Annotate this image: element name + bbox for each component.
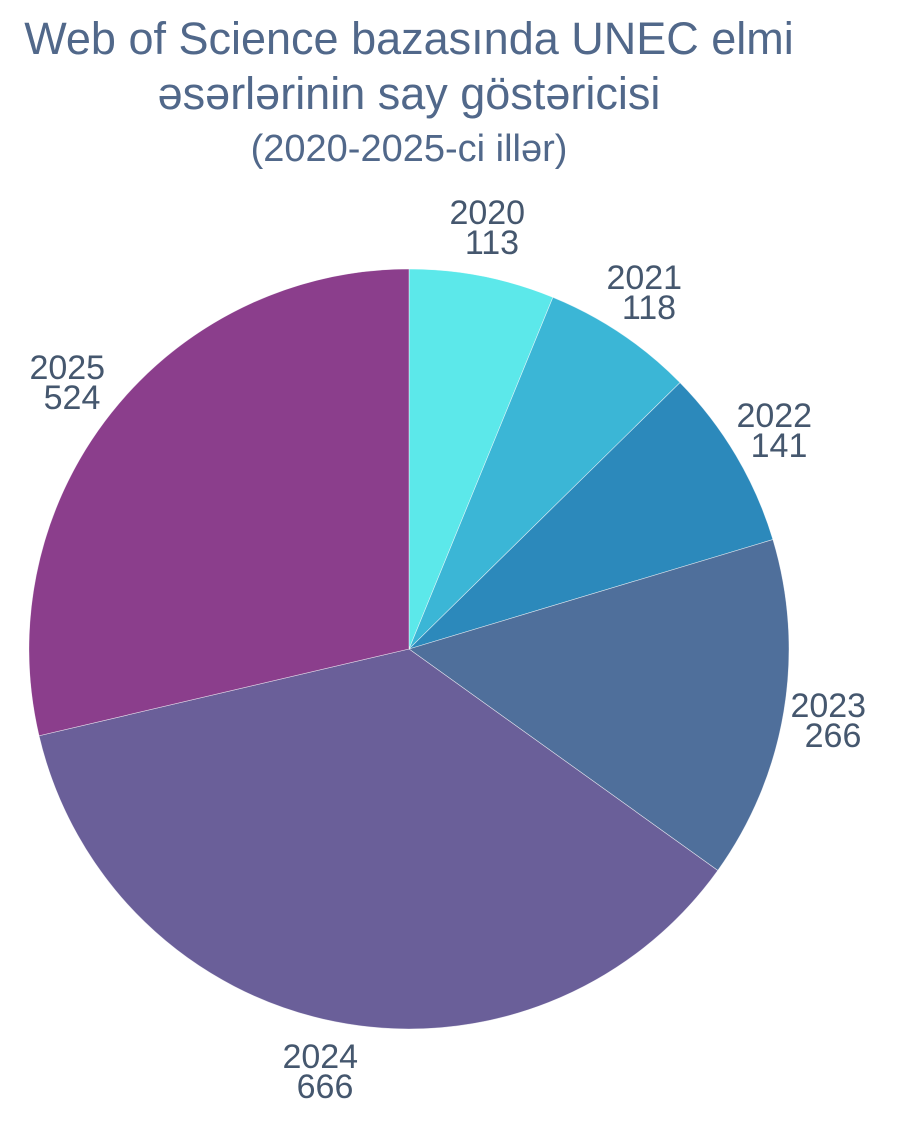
svg-text:2025 524: 2025 524 — [29, 349, 114, 417]
svg-text:2021 118: 2021 118 — [606, 259, 691, 327]
svg-text:2024 666: 2024 666 — [282, 1038, 367, 1106]
svg-text:2022 141: 2022 141 — [736, 397, 821, 465]
svg-text:2020 113: 2020 113 — [449, 194, 534, 262]
svg-text:2023 266: 2023 266 — [790, 687, 875, 755]
